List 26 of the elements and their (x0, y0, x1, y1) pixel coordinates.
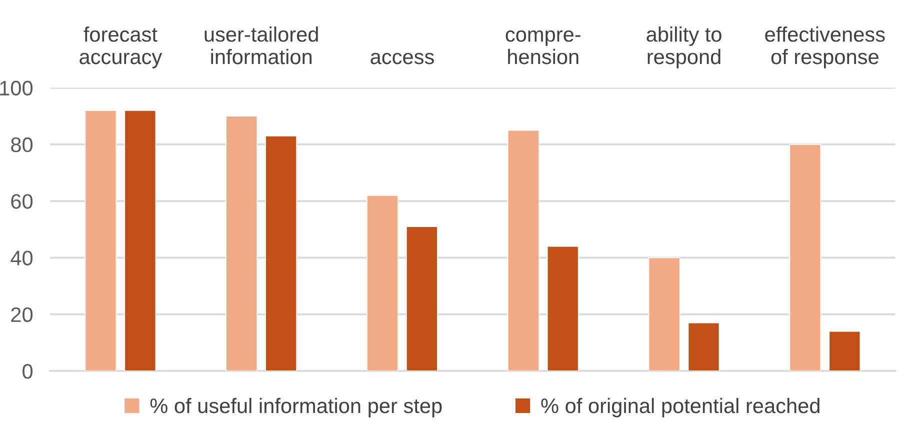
y-tick-label: 20 (11, 307, 33, 322)
y-tick-label: 100 (0, 80, 33, 96)
bar (406, 226, 438, 371)
bar (265, 136, 297, 371)
legend-label: % of original potential reached (541, 398, 820, 418)
bar (507, 130, 540, 371)
x-tick-label: ability to respond (646, 26, 722, 68)
x-tick-label: user-tailored information (204, 26, 318, 64)
x-tick-label: effectiveness of response (765, 26, 885, 68)
bar (648, 257, 680, 371)
bar (84, 110, 117, 371)
x-tick-label: forecast accuracy (80, 26, 162, 68)
bar (124, 110, 156, 371)
bar (226, 116, 258, 371)
y-tick-label: 60 (11, 194, 33, 209)
y-tick-label: 40 (10, 250, 33, 266)
y-tick-label: 0 (22, 364, 33, 379)
x-tick-label: compre- hension (506, 30, 580, 64)
x-tick-label: access (370, 52, 434, 64)
legend-label: % of useful information per step (150, 398, 442, 418)
bar (828, 330, 861, 371)
bar (789, 144, 822, 371)
bar (688, 322, 720, 371)
bar (366, 194, 398, 371)
bar (546, 246, 579, 371)
y-tick-label: 80 (11, 137, 33, 152)
